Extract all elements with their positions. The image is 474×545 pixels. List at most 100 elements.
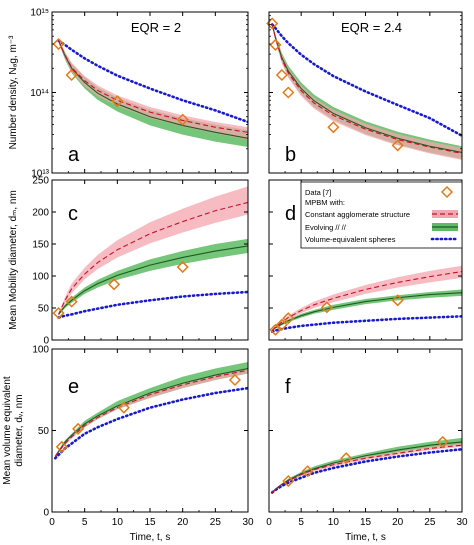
- data-point: [228, 373, 241, 387]
- data-point: [320, 301, 333, 314]
- constant-uncertainty-band: [58, 186, 248, 316]
- legend-label: Data [7]: [305, 188, 331, 197]
- constant-line: [271, 444, 462, 493]
- data-point: [327, 121, 340, 134]
- x-tick-label: 0: [266, 517, 272, 528]
- y-axis-label: Mean Mobility diameter, dₘ, nm: [8, 190, 19, 330]
- panel-d: d: [268, 179, 463, 341]
- panel-b: b: [266, 11, 463, 174]
- evolving-line: [58, 40, 248, 139]
- data-point: [391, 139, 404, 152]
- panel-a-plot-area: [57, 39, 248, 148]
- y-tick-label: 150: [32, 240, 49, 251]
- y-tick-label: 50: [38, 426, 50, 437]
- panel-e: 0 50 100 0 5 10 15 20 25 30 Time, t, s e: [32, 345, 254, 544]
- x-tick-label: 20: [392, 517, 404, 528]
- data-point: [65, 295, 78, 308]
- y-tick-label: 100: [32, 272, 49, 283]
- data-point: [65, 68, 78, 82]
- data-point: [282, 86, 295, 99]
- panel-c-plot-area: [57, 186, 248, 319]
- constant-line: [58, 201, 248, 315]
- x-axis-label: Time, t, s: [345, 532, 386, 543]
- data-point: [340, 452, 353, 465]
- constant-line: [271, 270, 462, 331]
- legend-label: MPBM with:: [305, 198, 345, 207]
- y-axis-label: diameter, dᵥ, nm: [14, 394, 25, 466]
- legend-label: Evolving // //: [305, 223, 347, 232]
- constant-uncertainty-band: [272, 22, 462, 161]
- constant-uncertainty-band: [272, 443, 462, 494]
- panel-label-f: f: [285, 376, 291, 398]
- panel-frame: [268, 348, 463, 513]
- volume-equivalent-line: [270, 315, 462, 333]
- y-tick-label: 50: [38, 304, 50, 315]
- y-tick-label: 10¹⁴: [30, 88, 49, 99]
- legend: Data [7]MPBM with: Constant agglomerate s…: [300, 181, 463, 249]
- y-tick-label: 0: [43, 336, 49, 347]
- volume-equivalent-line: [57, 290, 248, 319]
- panel-f-plot-area: [270, 437, 462, 494]
- panel-label-d: d: [285, 203, 296, 225]
- volume-equivalent-line: [270, 447, 462, 494]
- legend-label: Volume-equivalent spheres: [305, 235, 396, 244]
- data-point: [176, 113, 189, 126]
- data-point: [269, 38, 282, 51]
- data-point: [108, 278, 121, 291]
- column-title: EQR = 2.4: [341, 20, 402, 35]
- column-title: EQR = 2: [131, 20, 181, 35]
- panel-c: 0 50 100 150 200 250 c: [32, 176, 249, 347]
- constant-line: [271, 24, 462, 154]
- x-tick-label: 5: [82, 517, 88, 528]
- panel-f: 0 5 10 15 20 25 30 Time, t, s f: [266, 348, 468, 543]
- panel-e-plot-area: [53, 362, 248, 460]
- x-tick-label: 25: [210, 517, 222, 528]
- panel-frame: [51, 11, 249, 174]
- data-point: [282, 312, 295, 325]
- evolving-line: [54, 368, 248, 457]
- evolving-line: [271, 292, 462, 331]
- y-tick-label: 250: [32, 176, 49, 187]
- volume-equivalent-line: [270, 23, 462, 138]
- data-point: [52, 307, 65, 320]
- evolving-uncertainty-band: [55, 362, 248, 459]
- panel-label-b: b: [285, 144, 296, 166]
- panel-b-plot-area: [270, 22, 462, 161]
- x-tick-label: 10: [328, 517, 340, 528]
- x-axis-label: Time, t, s: [130, 532, 171, 543]
- data-point: [269, 323, 282, 336]
- x-tick-label: 15: [360, 517, 372, 528]
- panel-a: 10¹³ 10¹⁴ 10¹⁵ a: [30, 8, 249, 180]
- y-tick-label: 100: [32, 345, 49, 356]
- data-point: [282, 474, 295, 488]
- data-point: [176, 260, 189, 274]
- constant-line: [54, 369, 248, 457]
- evolving-uncertainty-band: [272, 437, 462, 494]
- x-tick-label: 10: [112, 517, 124, 528]
- x-tick-label: 30: [242, 517, 254, 528]
- x-tick-label: 5: [298, 517, 304, 528]
- data-point: [111, 95, 124, 108]
- x-tick-label: 15: [144, 517, 156, 528]
- data-point: [117, 401, 130, 414]
- y-tick-label: 0: [43, 508, 49, 519]
- panel-label-e: e: [68, 376, 79, 398]
- constant-uncertainty-band: [272, 265, 462, 332]
- panel-label-c: c: [68, 203, 78, 225]
- x-tick-label: 30: [456, 517, 468, 528]
- data-point: [55, 440, 68, 453]
- y-axis-label: Mean volume equivalent: [2, 376, 13, 485]
- data-point: [275, 318, 288, 331]
- y-tick-label: 10¹⁵: [30, 8, 49, 19]
- data-point: [436, 435, 449, 448]
- data-point: [72, 422, 85, 435]
- data-point: [52, 37, 65, 51]
- evolving-uncertainty-band: [58, 238, 248, 316]
- y-tick-label: 200: [32, 208, 49, 219]
- legend-label: Constant agglomerate structure: [305, 210, 410, 219]
- x-tick-label: 20: [177, 517, 189, 528]
- volume-equivalent-line: [57, 39, 248, 124]
- data-point: [391, 294, 404, 307]
- data-point: [301, 465, 314, 478]
